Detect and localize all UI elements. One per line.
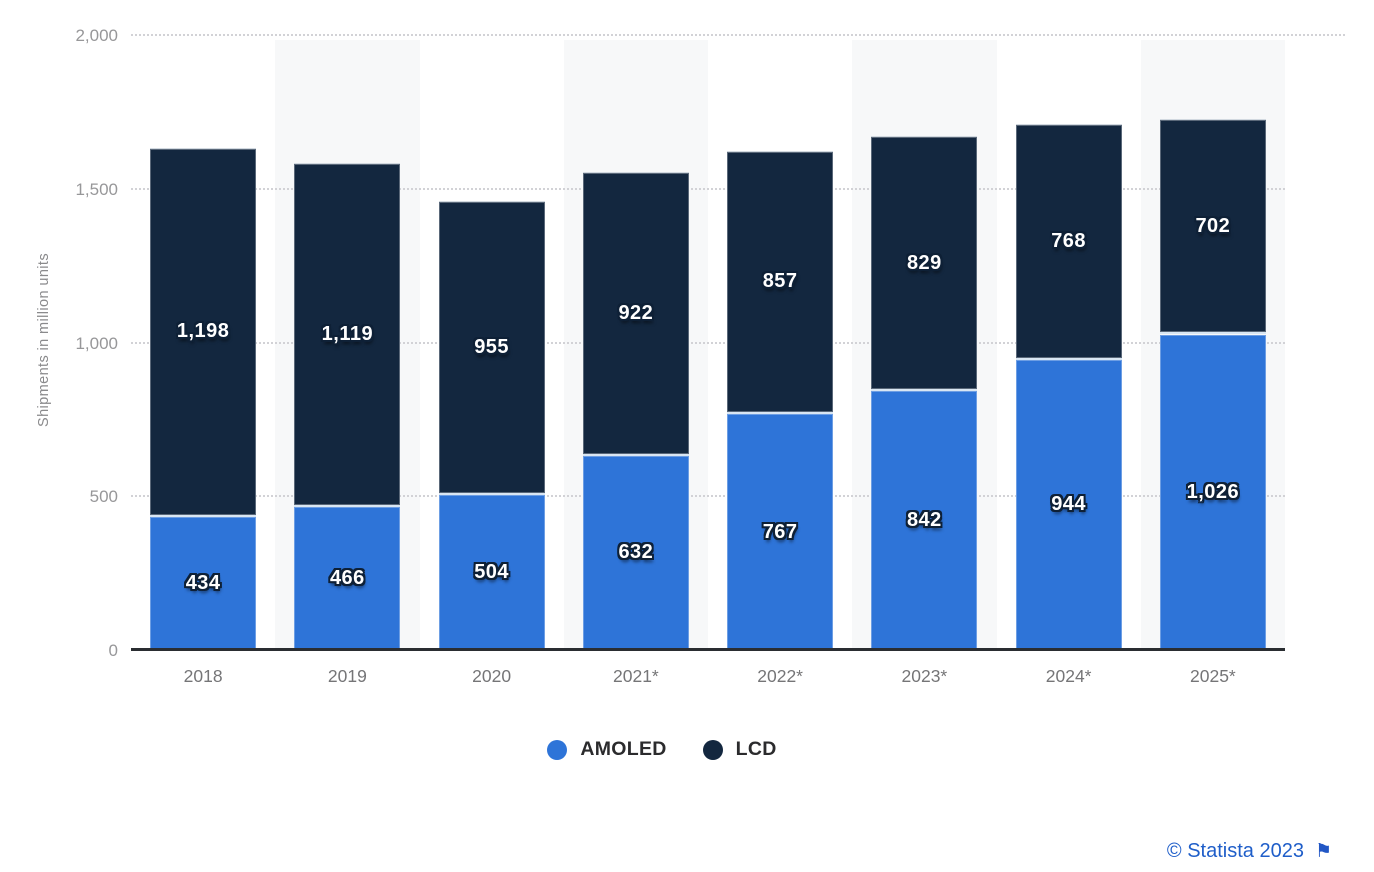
bar-value-label: 768 bbox=[1051, 229, 1087, 252]
x-tick-label: 2025* bbox=[1190, 666, 1236, 686]
statista-credit[interactable]: © Statista 2023 ⚑ bbox=[1167, 840, 1332, 863]
x-tick-label: 2020 bbox=[472, 666, 512, 686]
bar-value-label: 1,119 bbox=[321, 322, 374, 345]
bar-segment-lcd[interactable]: 1,198 bbox=[150, 148, 257, 517]
gridline bbox=[131, 34, 1345, 36]
bar-value-label: 857 bbox=[762, 270, 798, 293]
legend-item-lcd[interactable]: LCD bbox=[702, 738, 777, 761]
bar-value-label: 702 bbox=[1195, 214, 1231, 237]
bar-segment-lcd[interactable]: 1,119 bbox=[294, 162, 401, 507]
bar-value-label: 466 bbox=[329, 566, 365, 589]
bar-segment-amoled[interactable]: 466 bbox=[294, 506, 401, 650]
y-tick-label: 1,500 bbox=[75, 179, 118, 199]
gridline bbox=[131, 187, 1285, 190]
legend-label: AMOLED bbox=[580, 738, 667, 760]
bar-value-label: 767 bbox=[762, 520, 798, 543]
flag-icon[interactable]: ⚑ bbox=[1314, 840, 1332, 862]
bar-segment-lcd[interactable]: 768 bbox=[1015, 123, 1122, 360]
legend-item-amoled[interactable]: AMOLED bbox=[547, 738, 666, 761]
y-tick-label: 500 bbox=[89, 487, 118, 507]
legend: AMOLED LCD bbox=[0, 738, 1324, 761]
credit-link[interactable]: © Statista 2023 bbox=[1166, 840, 1304, 862]
bar-value-label: 944 bbox=[1051, 493, 1087, 516]
y-tick-label: 2,000 bbox=[75, 26, 118, 45]
legend-swatch-icon bbox=[547, 739, 568, 760]
x-axis-line bbox=[131, 648, 1285, 651]
bar-segment-lcd[interactable]: 922 bbox=[582, 172, 689, 456]
bar-value-label: 504 bbox=[474, 561, 510, 583]
bar-segment-amoled[interactable]: 944 bbox=[1015, 359, 1122, 650]
x-tick-label: 2023* bbox=[901, 666, 948, 686]
bar-value-label: 955 bbox=[474, 336, 510, 359]
bar-segment-amoled[interactable]: 632 bbox=[582, 455, 689, 650]
x-tick-label: 2021* bbox=[613, 666, 659, 686]
bar-value-label: 842 bbox=[906, 509, 942, 532]
bar-value-label: 1,026 bbox=[1186, 480, 1240, 503]
bar-segment-amoled[interactable]: 842 bbox=[871, 391, 978, 650]
bar-segment-amoled[interactable]: 504 bbox=[438, 495, 545, 650]
gridline bbox=[131, 495, 1285, 498]
bar-segment-amoled[interactable]: 767 bbox=[727, 414, 834, 650]
x-tick-label: 2022* bbox=[757, 666, 803, 686]
bar-segment-amoled[interactable]: 434 bbox=[150, 516, 257, 650]
bar-value-label: 434 bbox=[185, 571, 221, 594]
y-tick-label: 0 bbox=[108, 641, 118, 660]
bar-segment-lcd[interactable]: 955 bbox=[438, 201, 545, 495]
bar-value-label: 829 bbox=[906, 251, 942, 274]
bar-value-label: 632 bbox=[618, 541, 654, 564]
bar-segment-lcd[interactable]: 857 bbox=[727, 150, 834, 415]
gridline bbox=[131, 341, 1285, 344]
legend-swatch-icon bbox=[702, 739, 723, 760]
bar-value-label: 1,198 bbox=[176, 320, 230, 343]
bar-segment-lcd[interactable]: 702 bbox=[1159, 118, 1266, 335]
bar-segment-amoled[interactable]: 1,026 bbox=[1159, 334, 1266, 650]
bar-value-label: 922 bbox=[618, 301, 654, 324]
y-tick-label: 1,000 bbox=[75, 333, 118, 353]
bar-segment-lcd[interactable]: 829 bbox=[871, 136, 978, 392]
x-tick-label: 2024* bbox=[1045, 666, 1092, 686]
x-tick-label: 2019 bbox=[327, 666, 367, 686]
x-tick-label: 2018 bbox=[183, 666, 223, 686]
legend-label: LCD bbox=[735, 738, 777, 760]
